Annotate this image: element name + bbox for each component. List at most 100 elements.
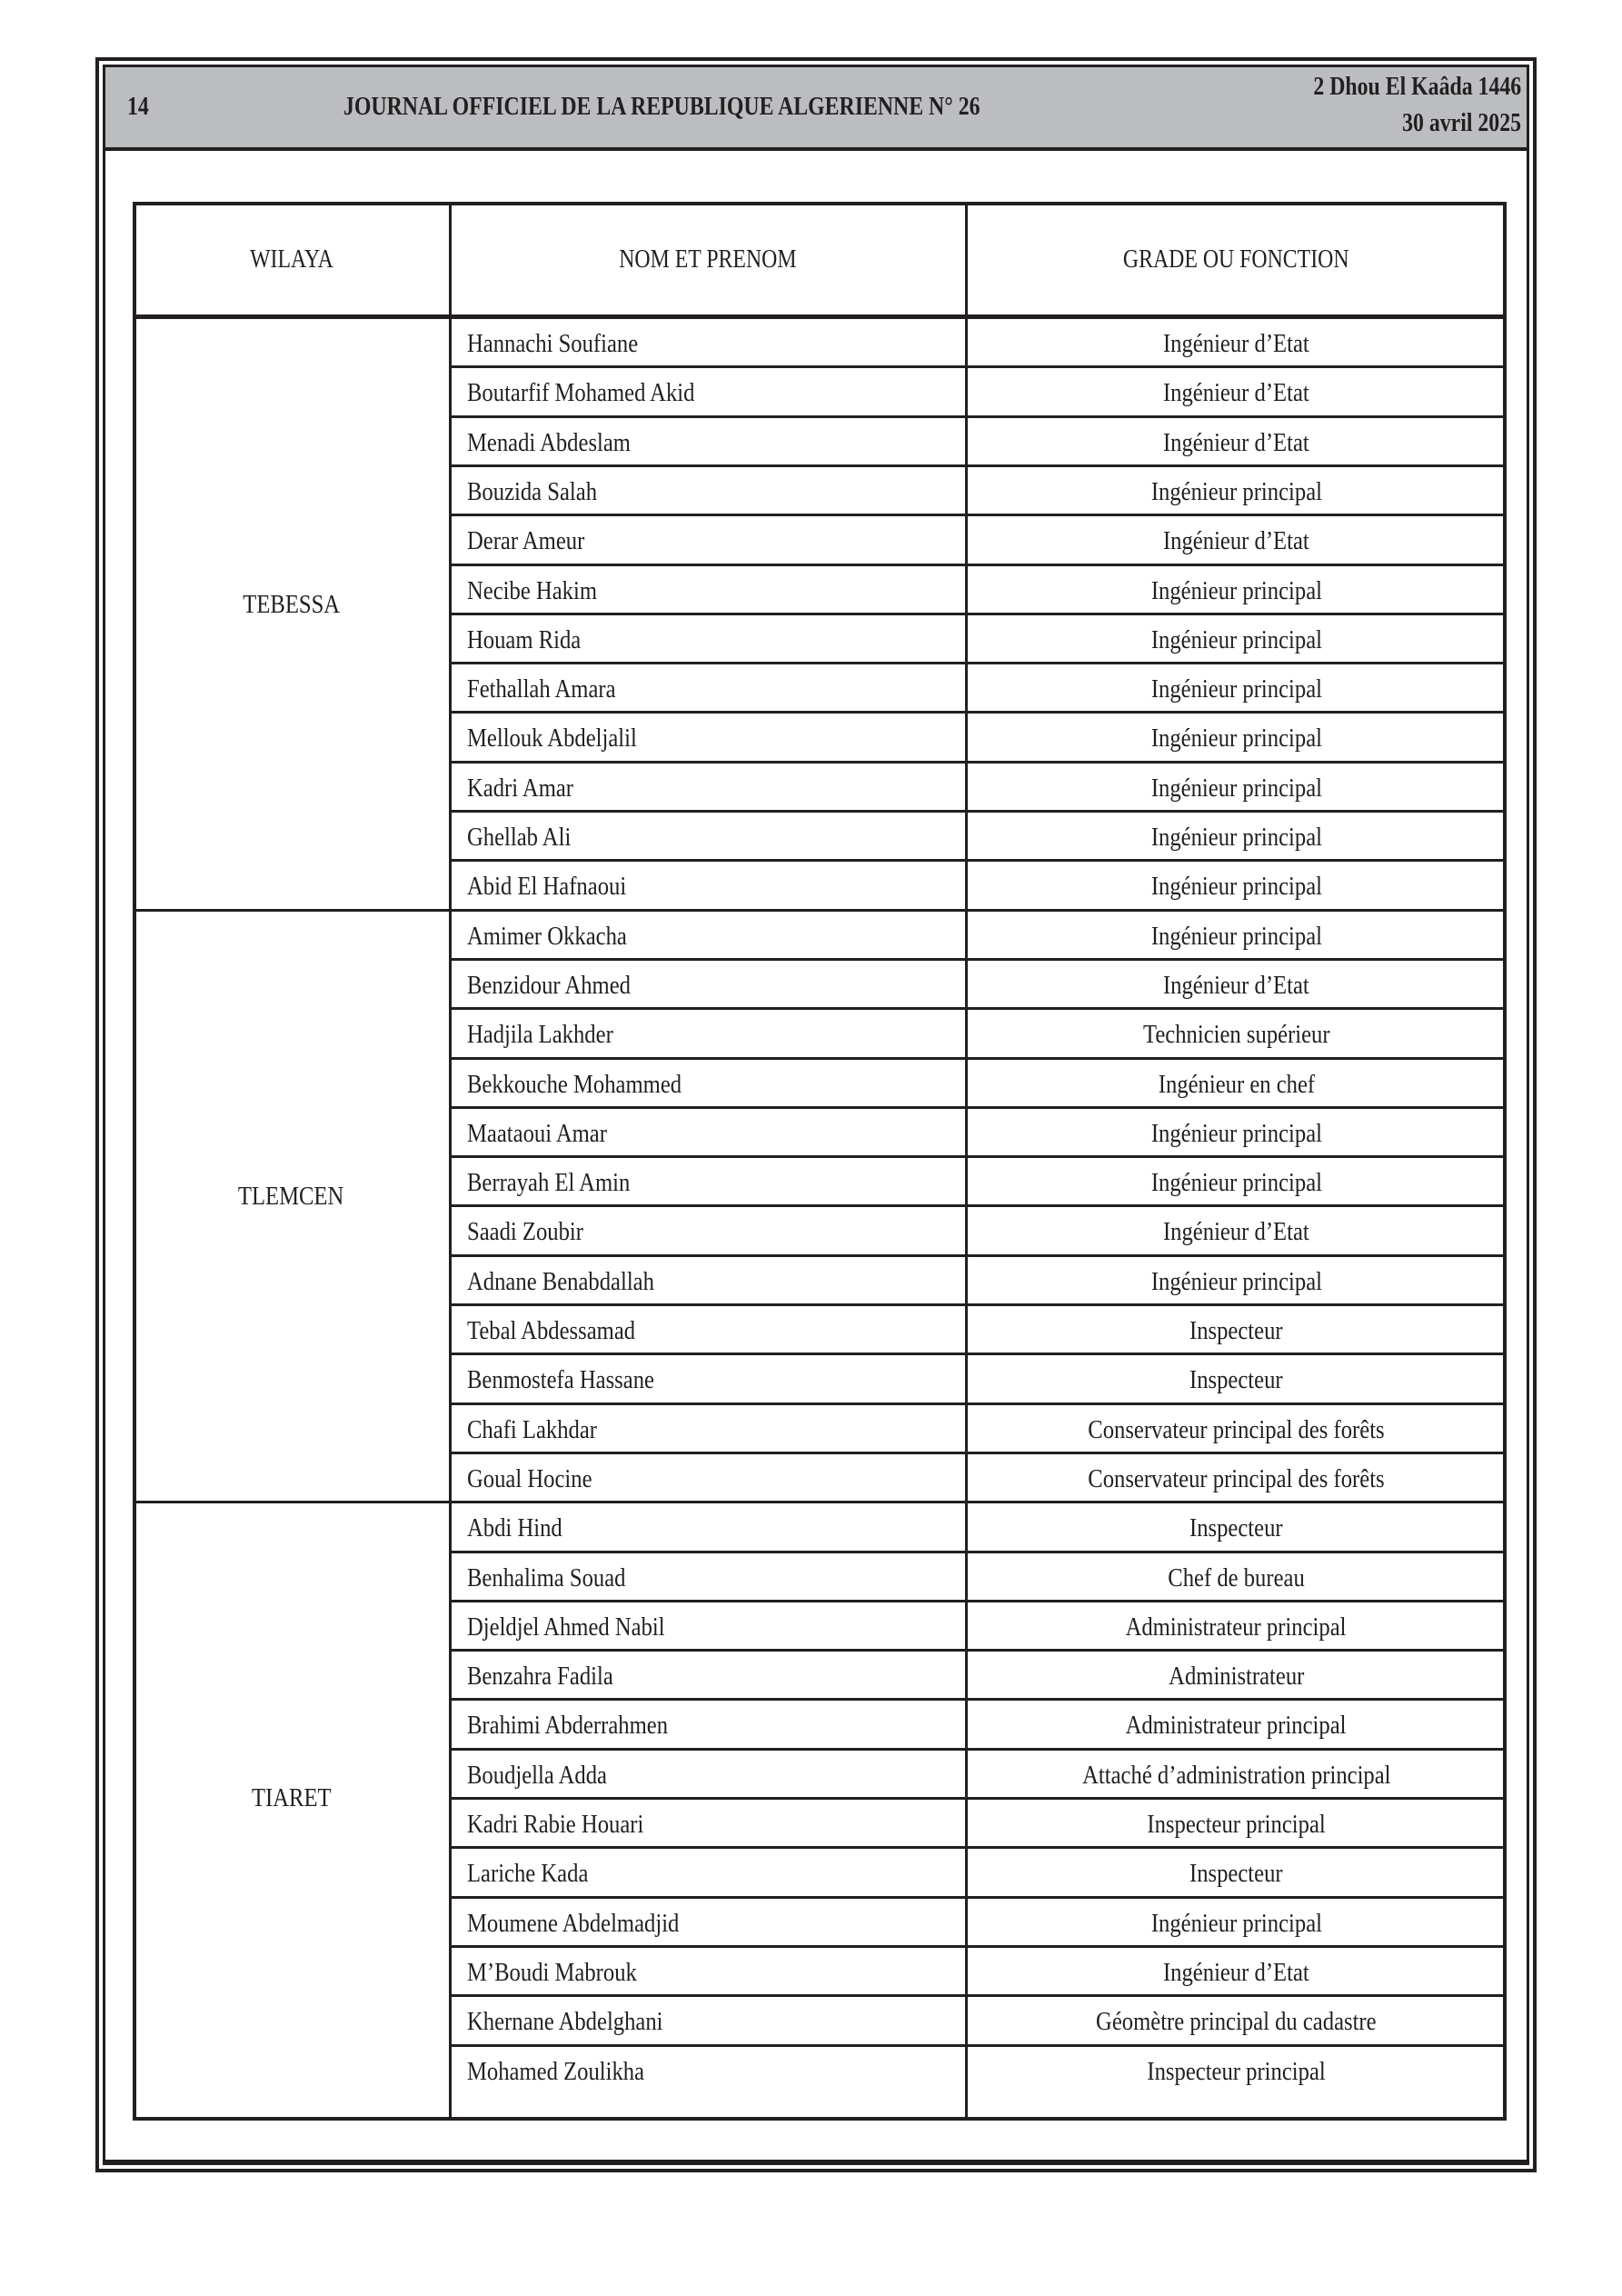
grade-cell: Ingénieur principal bbox=[1150, 922, 1322, 951]
journal-title: JOURNAL OFFICIEL DE LA REPUBLIQUE ALGERI… bbox=[343, 93, 980, 121]
row-divider bbox=[450, 414, 1507, 418]
name-cell: Kadri Amar bbox=[467, 774, 574, 803]
grade-cell: Ingénieur principal bbox=[1150, 824, 1322, 852]
row-divider bbox=[450, 1007, 1507, 1011]
row-divider bbox=[450, 563, 1507, 566]
grade-cell: Attaché d’administration principal bbox=[1081, 1761, 1391, 1790]
wilaya-cell: TLEMCEN bbox=[238, 1183, 344, 1212]
grade-cell: Ingénieur principal bbox=[1150, 1909, 1322, 1938]
row-divider bbox=[450, 1994, 1507, 1998]
grade-cell: Ingénieur principal bbox=[1150, 477, 1322, 506]
row-divider bbox=[450, 1649, 1507, 1652]
column-header-name: NOM ET PRENOM bbox=[619, 245, 797, 274]
name-cell: Derar Ameur bbox=[467, 527, 585, 556]
name-cell: Brahimi Abderrahmen bbox=[467, 1712, 669, 1741]
column-header-wilaya: WILAYA bbox=[249, 245, 333, 274]
name-cell: Kadri Rabie Houari bbox=[467, 1811, 644, 1839]
name-cell: Fethallah Amara bbox=[467, 675, 616, 704]
table-border bbox=[133, 202, 1507, 2121]
grade-cell: Ingénieur d’Etat bbox=[1163, 330, 1309, 358]
row-divider bbox=[450, 365, 1507, 369]
row-divider bbox=[450, 514, 1507, 517]
row-divider bbox=[450, 1204, 1507, 1208]
grade-cell: Ingénieur principal bbox=[1150, 1267, 1322, 1296]
grade-cell: Administrateur bbox=[1168, 1662, 1305, 1692]
row-divider bbox=[450, 1599, 1507, 1602]
name-cell: Benzidour Ahmed bbox=[467, 971, 631, 1000]
grade-cell: Ingénieur d’Etat bbox=[1163, 971, 1309, 1000]
row-divider bbox=[450, 2043, 1507, 2047]
grade-cell: Administrateur principal bbox=[1126, 1712, 1347, 1741]
name-cell: Tebal Abdessamad bbox=[467, 1317, 636, 1345]
row-divider bbox=[450, 1253, 1507, 1257]
grade-cell: Ingénieur principal bbox=[1150, 576, 1322, 605]
row-divider bbox=[450, 1155, 1507, 1159]
grade-cell: Ingénieur d’Etat bbox=[1163, 1958, 1309, 1987]
row-divider bbox=[450, 464, 1507, 467]
grade-cell: Ingénieur d’Etat bbox=[1163, 1218, 1309, 1247]
name-cell: Bekkouche Mohammed bbox=[467, 1070, 682, 1099]
grade-cell: Ingénieur d’Etat bbox=[1163, 379, 1309, 408]
grade-cell: Technicien supérieur bbox=[1142, 1021, 1330, 1050]
name-cell: Chafi Lakhdar bbox=[467, 1415, 597, 1444]
row-divider bbox=[450, 1105, 1507, 1109]
grade-cell: Ingénieur principal bbox=[1150, 774, 1322, 803]
name-cell: Djeldjel Ahmed Nabil bbox=[467, 1612, 665, 1642]
grade-cell: Ingénieur principal bbox=[1150, 625, 1322, 654]
grade-cell: Inspecteur bbox=[1189, 1514, 1283, 1543]
column-divider bbox=[965, 202, 968, 2121]
row-divider bbox=[450, 1895, 1507, 1899]
name-cell: Amimer Okkacha bbox=[467, 922, 627, 951]
grade-cell: Ingénieur en chef bbox=[1158, 1070, 1315, 1099]
name-cell: Boudjella Adda bbox=[467, 1761, 607, 1790]
name-cell: Berrayah El Amin bbox=[467, 1169, 631, 1198]
date-gregorian: 30 avril 2025 bbox=[1402, 109, 1521, 137]
grade-cell: Ingénieur principal bbox=[1150, 724, 1322, 754]
row-divider bbox=[450, 1353, 1507, 1356]
journal-header: 14 JOURNAL OFFICIEL DE LA REPUBLIQUE ALG… bbox=[105, 67, 1527, 151]
row-divider bbox=[450, 612, 1507, 615]
grade-cell: Inspecteur principal bbox=[1147, 2057, 1326, 2086]
name-cell: Abdi Hind bbox=[467, 1514, 562, 1543]
grade-cell: Ingénieur principal bbox=[1150, 873, 1322, 902]
grade-cell: Ingénieur principal bbox=[1150, 1119, 1322, 1148]
grade-cell: Ingénieur d’Etat bbox=[1163, 527, 1309, 556]
name-cell: Menadi Abdeslam bbox=[467, 428, 631, 457]
grade-cell: Conservateur principal des forêts bbox=[1088, 1464, 1385, 1493]
row-divider bbox=[450, 1303, 1507, 1306]
grade-cell: Inspecteur bbox=[1189, 1366, 1283, 1395]
row-divider bbox=[450, 1056, 1507, 1060]
grade-cell: Inspecteur bbox=[1189, 1860, 1283, 1889]
row-divider bbox=[450, 810, 1507, 813]
row-divider bbox=[450, 1747, 1507, 1751]
name-cell: Khernane Abdelghani bbox=[467, 2008, 663, 2037]
grade-cell: Ingénieur principal bbox=[1150, 675, 1322, 704]
row-divider bbox=[450, 1797, 1507, 1800]
grade-cell: Ingénieur d’Etat bbox=[1163, 428, 1309, 457]
grade-cell: Administrateur principal bbox=[1126, 1612, 1347, 1642]
grade-cell: Inspecteur principal bbox=[1147, 1811, 1326, 1839]
row-divider bbox=[450, 859, 1507, 863]
name-cell: Saadi Zoubir bbox=[467, 1218, 583, 1247]
name-cell: Houam Rida bbox=[467, 625, 582, 654]
name-cell: Mellouk Abdeljalil bbox=[467, 724, 637, 754]
name-cell: Maataoui Amar bbox=[467, 1119, 607, 1148]
date-hijri: 2 Dhou El Kaâda 1446 bbox=[1313, 73, 1521, 101]
grade-cell: Géomètre principal du cadastre bbox=[1096, 2008, 1377, 2037]
name-cell: Benhalima Souad bbox=[467, 1563, 626, 1592]
name-cell: Adnane Benabdallah bbox=[467, 1267, 654, 1296]
name-cell: Mohamed Zoulikha bbox=[467, 2057, 645, 2086]
name-cell: Boutarfif Mohamed Akid bbox=[467, 379, 695, 408]
row-divider bbox=[450, 957, 1507, 961]
row-divider bbox=[450, 1698, 1507, 1702]
row-divider bbox=[450, 1550, 1507, 1553]
name-cell: M’Boudi Mabrouk bbox=[467, 1958, 637, 1987]
name-cell: Benmostefa Hassane bbox=[467, 1366, 654, 1395]
name-cell: Goual Hocine bbox=[467, 1464, 592, 1493]
grade-cell: Inspecteur bbox=[1189, 1317, 1283, 1345]
column-header-grade: GRADE OU FONCTION bbox=[1123, 245, 1349, 274]
grade-cell: Conservateur principal des forêts bbox=[1088, 1415, 1385, 1444]
name-cell: Bouzida Salah bbox=[467, 477, 598, 506]
name-cell: Moumene Abdelmadjid bbox=[467, 1909, 680, 1938]
name-cell: Lariche Kada bbox=[467, 1860, 589, 1889]
